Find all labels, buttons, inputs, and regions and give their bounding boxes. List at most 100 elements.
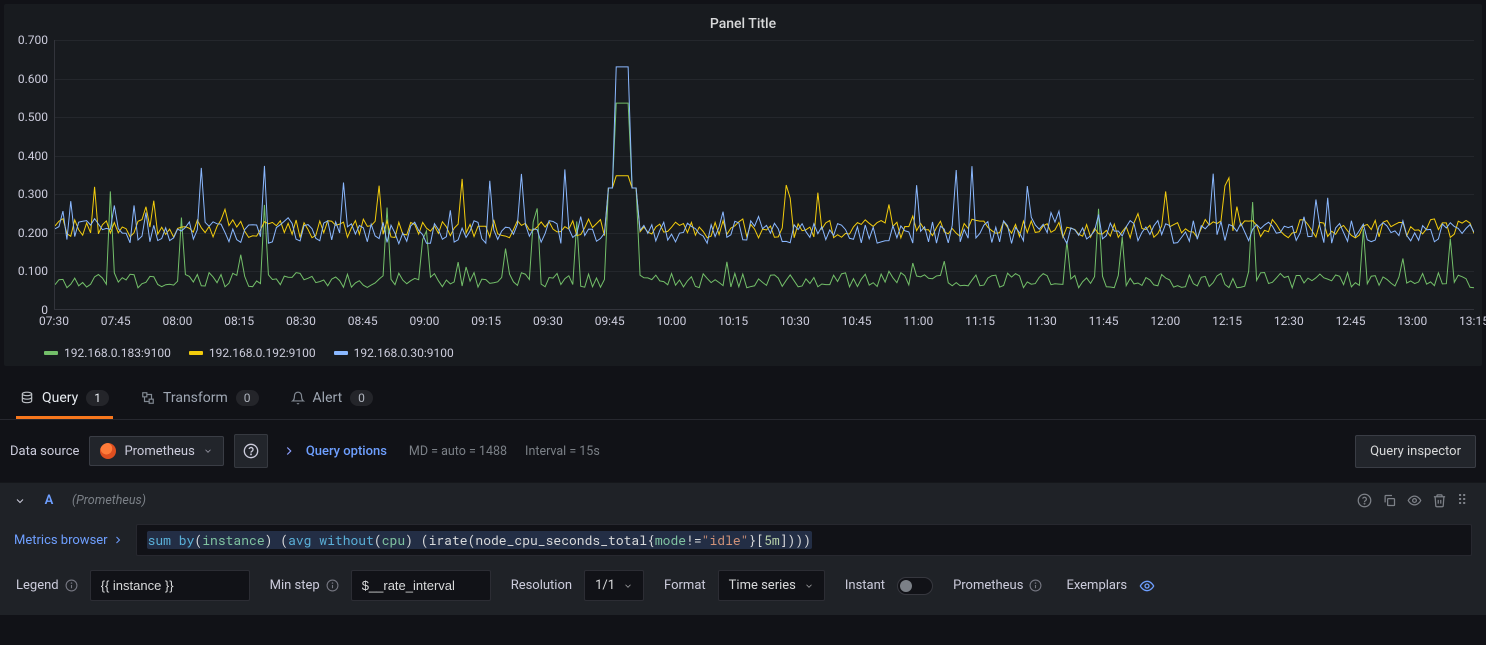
x-tick-label: 08:30 <box>286 314 316 328</box>
metrics-browser-toggle[interactable]: Metrics browser <box>14 533 124 548</box>
legend-item[interactable]: 192.168.0.30:9100 <box>334 346 454 360</box>
bell-icon <box>291 391 305 405</box>
help-icon[interactable] <box>1357 493 1372 508</box>
legend-item[interactable]: 192.168.0.183:9100 <box>44 346 171 360</box>
plot-area[interactable] <box>54 40 1474 310</box>
datasource-name: Prometheus <box>124 444 194 459</box>
x-tick-label: 08:00 <box>163 314 193 328</box>
y-tick-label: 0.300 <box>18 187 48 201</box>
x-tick-label: 11:15 <box>965 314 995 328</box>
help-icon <box>243 443 259 459</box>
format-select[interactable]: Time series <box>718 570 825 601</box>
x-tick-label: 12:15 <box>1212 314 1242 328</box>
legend-swatch <box>189 351 203 355</box>
x-tick-label: 08:45 <box>348 314 378 328</box>
legend-label: 192.168.0.192:9100 <box>209 346 316 360</box>
legend-swatch <box>334 351 348 355</box>
chart-lines <box>55 40 1474 309</box>
x-tick-label: 13:15 <box>1459 314 1486 328</box>
datasource-help-button[interactable] <box>234 434 268 468</box>
x-tick-label: 07:30 <box>39 314 69 328</box>
tab-count-badge: 1 <box>86 390 109 406</box>
tab-count-badge: 0 <box>350 390 373 406</box>
instant-label: Instant <box>843 578 889 593</box>
x-tick-label: 12:00 <box>1150 314 1180 328</box>
y-tick-label: 0.500 <box>18 110 48 124</box>
promql-input[interactable]: sum by(instance) (avg without(cpu) (irat… <box>136 524 1472 556</box>
panel: Panel Title 00.1000.2000.3000.4000.5000.… <box>4 4 1482 366</box>
datasource-select[interactable]: Prometheus <box>89 436 223 466</box>
y-axis: 00.1000.2000.3000.4000.5000.6000.700 <box>4 40 52 310</box>
chevron-down-icon <box>203 446 213 456</box>
instant-toggle[interactable] <box>897 577 933 595</box>
y-tick-label: 0.100 <box>18 264 48 278</box>
y-tick-label: 0.700 <box>18 33 48 47</box>
query-options-toggle[interactable]: Query options <box>306 444 387 459</box>
x-tick-label: 10:45 <box>842 314 872 328</box>
x-tick-label: 13:00 <box>1397 314 1427 328</box>
tab-label: Query <box>42 390 78 406</box>
min-step-input[interactable] <box>351 570 491 601</box>
query-datasource-name: (Prometheus) <box>72 493 146 508</box>
eye-icon[interactable] <box>1407 493 1422 508</box>
copy-icon[interactable] <box>1382 493 1397 508</box>
query-row-body: Metrics browser sum by(instance) (avg wi… <box>0 514 1486 615</box>
x-tick-label: 09:15 <box>471 314 501 328</box>
x-tick-label: 08:15 <box>224 314 254 328</box>
exemplars-eye-icon[interactable] <box>1139 578 1155 594</box>
x-tick-label: 07:45 <box>101 314 131 328</box>
x-tick-label: 10:15 <box>718 314 748 328</box>
transform-icon <box>141 391 155 405</box>
legend-input[interactable] <box>90 570 250 601</box>
tab-alert[interactable]: Alert 0 <box>287 382 377 419</box>
database-icon <box>20 391 34 405</box>
drag-handle-icon[interactable]: ⠿ <box>1457 493 1472 508</box>
collapse-icon[interactable] <box>14 495 26 507</box>
chevron-right-icon[interactable] <box>282 444 296 458</box>
datasource-row: Data source Prometheus Query options MD … <box>0 420 1486 482</box>
query-options-row: Legend Min step Resolution 1/1 Format Ti… <box>14 562 1472 601</box>
tab-label: Alert <box>313 390 343 406</box>
query-ref-id: A <box>40 493 58 508</box>
x-axis: 07:3007:4508:0008:1508:3008:4509:0009:15… <box>54 312 1474 328</box>
min-step-label: Min step <box>268 578 343 593</box>
x-tick-label: 09:00 <box>409 314 439 328</box>
y-tick-label: 0.400 <box>18 149 48 163</box>
x-tick-label: 11:00 <box>903 314 933 328</box>
x-tick-label: 11:30 <box>1027 314 1057 328</box>
format-label: Format <box>662 578 710 593</box>
tab-transform[interactable]: Transform 0 <box>137 382 263 419</box>
y-tick-label: 0.200 <box>18 226 48 240</box>
panel-title: Panel Title <box>4 12 1482 40</box>
chevron-right-icon <box>112 534 124 546</box>
x-tick-label: 10:00 <box>656 314 686 328</box>
x-tick-label: 09:30 <box>533 314 563 328</box>
legend-label: 192.168.0.183:9100 <box>64 346 171 360</box>
tab-count-badge: 0 <box>236 390 259 406</box>
chart-legend: 192.168.0.183:9100 192.168.0.192:9100 192.… <box>4 340 1482 362</box>
query-inspector-button[interactable]: Query inspector <box>1355 435 1476 468</box>
series-line <box>55 103 1474 288</box>
y-tick-label: 0.600 <box>18 72 48 86</box>
info-icon[interactable] <box>326 579 339 592</box>
editor-tabs: Query 1 Transform 0 Alert 0 <box>0 370 1486 420</box>
query-options-interval: Interval = 15s <box>525 444 600 459</box>
query-options-md: MD = auto = 1488 <box>409 444 507 459</box>
x-tick-label: 09:45 <box>595 314 625 328</box>
x-tick-label: 12:45 <box>1336 314 1366 328</box>
x-tick-label: 12:30 <box>1274 314 1304 328</box>
x-tick-label: 10:30 <box>780 314 810 328</box>
info-icon[interactable] <box>65 579 78 592</box>
query-row-header: A (Prometheus) ⠿ <box>0 482 1486 514</box>
tab-query[interactable]: Query 1 <box>16 382 113 419</box>
datasource-label: Data source <box>10 444 79 459</box>
trash-icon[interactable] <box>1432 493 1447 508</box>
resolution-select[interactable]: 1/1 <box>584 570 644 601</box>
chevron-down-icon <box>804 581 814 591</box>
legend-item[interactable]: 192.168.0.192:9100 <box>189 346 316 360</box>
exemplars-label: Exemplars <box>1064 578 1131 593</box>
tab-label: Transform <box>163 390 228 406</box>
info-icon[interactable] <box>1029 579 1042 592</box>
query-row-actions: ⠿ <box>1357 493 1472 508</box>
legend-label: Legend <box>14 578 82 593</box>
